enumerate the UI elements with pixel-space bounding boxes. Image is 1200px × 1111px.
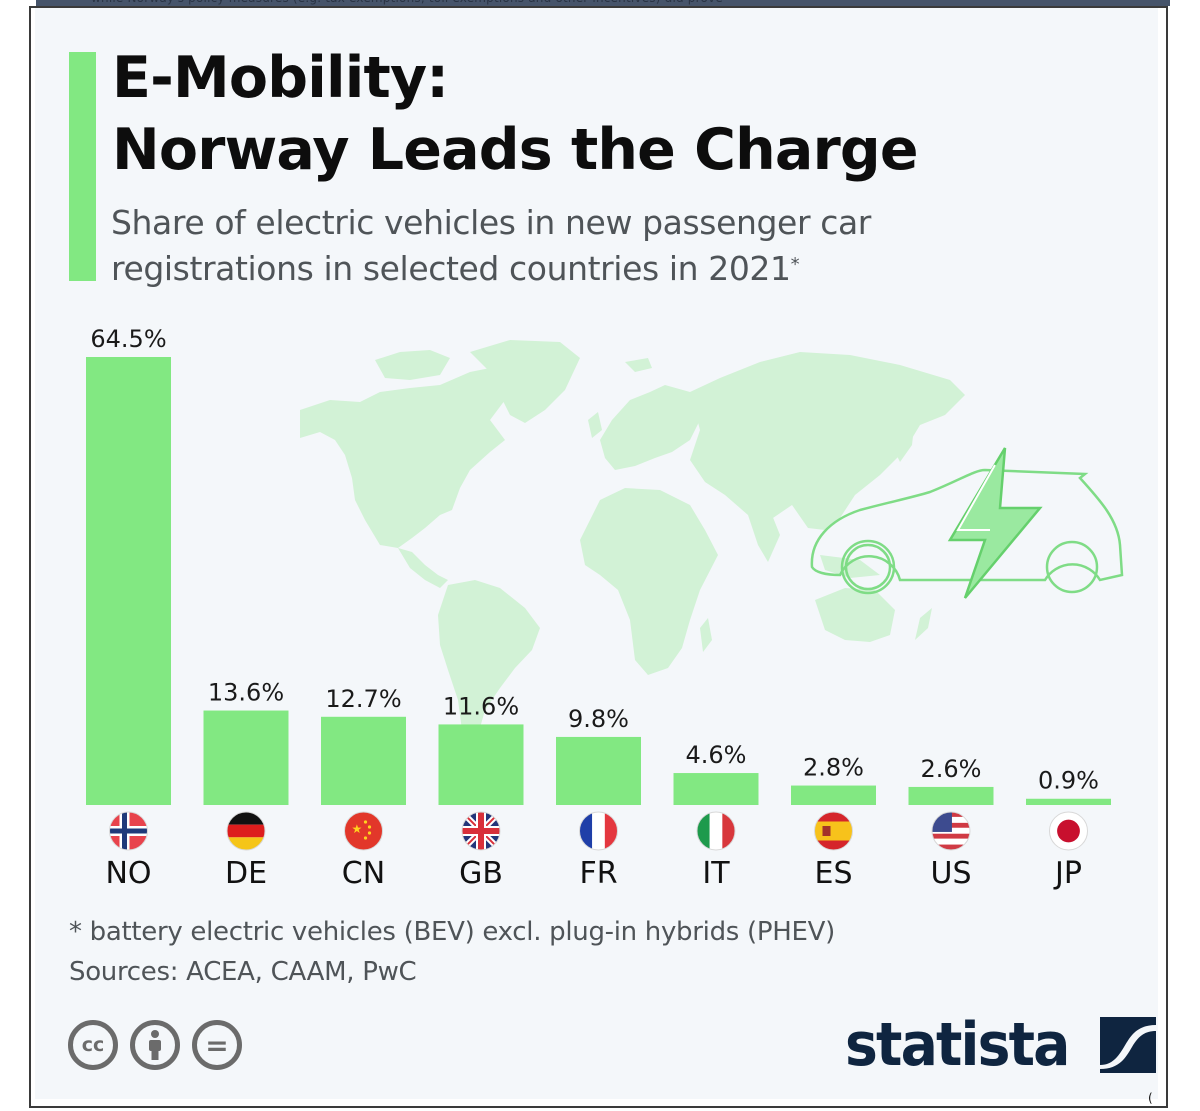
statista-logo[interactable]: statista bbox=[845, 1010, 1157, 1080]
data-label: 64.5% bbox=[90, 325, 166, 353]
title-accent-bar bbox=[69, 52, 96, 281]
background-page-strip: while Norway's policy measures (e.g. tax… bbox=[36, 0, 1170, 6]
data-label: 0.9% bbox=[1038, 767, 1099, 795]
category-label: CN bbox=[342, 856, 385, 891]
data-label: 13.6% bbox=[208, 679, 284, 707]
data-label: 11.6% bbox=[443, 692, 519, 720]
category-label: ES bbox=[815, 856, 853, 891]
spain-flag-icon bbox=[814, 812, 853, 850]
bar-de bbox=[203, 710, 289, 805]
data-label: 12.7% bbox=[325, 685, 401, 713]
france-flag-icon bbox=[579, 812, 618, 850]
bar-us bbox=[908, 786, 994, 805]
flag-border bbox=[344, 811, 383, 851]
corner-mark: ( bbox=[1148, 1091, 1153, 1105]
subtitle-footnote-marker: * bbox=[790, 254, 800, 275]
statista-logo-icon bbox=[1100, 1017, 1157, 1073]
flag-border bbox=[109, 811, 148, 851]
data-label: 2.6% bbox=[921, 755, 982, 783]
category-label: IT bbox=[702, 856, 730, 891]
chart-subtitle: Share of electric vehicles in new passen… bbox=[111, 200, 871, 292]
cc-icon[interactable]: cc bbox=[68, 1020, 118, 1070]
uk-flag-icon bbox=[462, 812, 500, 850]
flag-border bbox=[1049, 811, 1088, 851]
background-page-text: while Norway's policy measures (e.g. tax… bbox=[91, 0, 723, 5]
svg-text:★: ★ bbox=[352, 822, 363, 836]
title-line-2: Norway Leads the Charge bbox=[112, 117, 919, 183]
data-label: 4.6% bbox=[686, 741, 747, 769]
flag-border bbox=[931, 811, 971, 851]
subtitle-line-1: Share of electric vehicles in new passen… bbox=[111, 203, 871, 242]
bar-es bbox=[791, 785, 876, 805]
flag-border bbox=[814, 811, 853, 851]
chart-footnote: * battery electric vehicles (BEV) excl. … bbox=[69, 912, 835, 992]
category-label: FR bbox=[579, 856, 617, 891]
data-label: 2.8% bbox=[803, 754, 864, 782]
cc-icon-text: cc bbox=[81, 1034, 105, 1056]
category-label: US bbox=[930, 856, 971, 891]
subtitle-line-2: registrations in selected countries in 2… bbox=[111, 249, 791, 288]
flag-border bbox=[696, 811, 736, 851]
flag-border bbox=[461, 811, 501, 851]
equals-icon: = bbox=[205, 1028, 229, 1062]
bar-cn bbox=[321, 716, 406, 805]
sources-text: Sources: ACEA, CAAM, PwC bbox=[69, 957, 417, 987]
footnote-text: * battery electric vehicles (BEV) excl. … bbox=[69, 917, 835, 947]
bar-no bbox=[86, 357, 171, 805]
bar-fr bbox=[556, 736, 641, 805]
statista-wordmark: statista bbox=[845, 1010, 1070, 1080]
norway-flag-icon bbox=[109, 812, 148, 850]
china-flag-icon: ★ bbox=[344, 812, 383, 850]
chart-title: E-Mobility: Norway Leads the Charge bbox=[112, 42, 919, 186]
attribution-icon[interactable] bbox=[130, 1020, 180, 1070]
category-label: NO bbox=[105, 856, 151, 891]
person-icon bbox=[149, 1030, 161, 1060]
electric-car-icon bbox=[810, 468, 1124, 595]
germany-flag-icon bbox=[227, 812, 265, 850]
bar-gb bbox=[438, 724, 524, 805]
license-icons: cc = bbox=[68, 1020, 242, 1070]
category-label: JP bbox=[1053, 856, 1082, 891]
category-label: DE bbox=[225, 856, 267, 891]
title-line-1: E-Mobility: bbox=[112, 45, 449, 111]
japan-flag-icon bbox=[1049, 812, 1088, 850]
flag-border bbox=[226, 811, 266, 851]
italy-flag-icon bbox=[697, 812, 735, 850]
data-label: 9.8% bbox=[568, 705, 629, 733]
bar-it bbox=[673, 773, 759, 805]
no-derivatives-icon[interactable]: = bbox=[192, 1020, 242, 1070]
bar-jp bbox=[1026, 798, 1111, 805]
lightning-bolt-icon bbox=[947, 447, 1043, 599]
category-label: GB bbox=[459, 856, 503, 891]
flag-border bbox=[579, 811, 618, 851]
